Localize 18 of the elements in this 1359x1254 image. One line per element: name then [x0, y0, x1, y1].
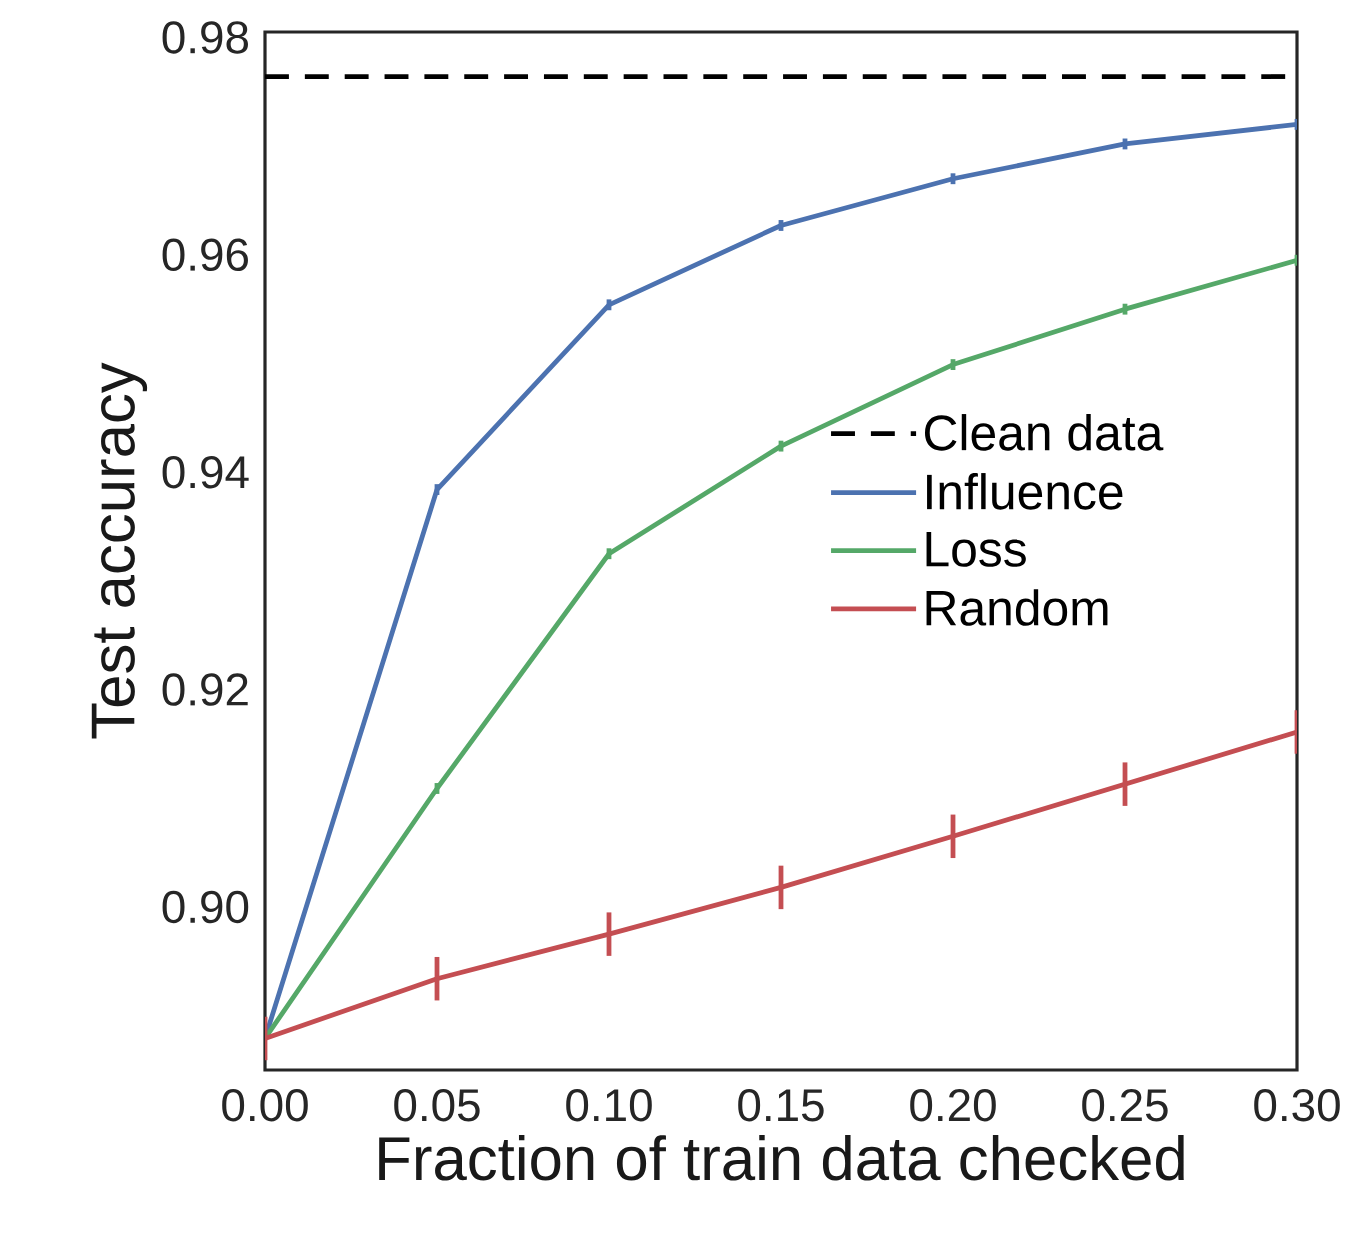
x-tick-label: 0.00 — [222, 1088, 308, 1122]
x-tick-label: 0.20 — [910, 1088, 996, 1122]
legend-label: Influence — [927, 473, 1123, 510]
x-tick-label: 0.30 — [1254, 1088, 1340, 1122]
y-tick-label: 0.90 — [162, 890, 249, 924]
y-tick-label: 0.94 — [162, 455, 249, 489]
x-tick-label: 0.15 — [738, 1088, 824, 1122]
x-tick-label: 0.05 — [394, 1088, 480, 1122]
y-tick-label: 0.92 — [162, 673, 248, 706]
y-tick-label: 0.96 — [162, 238, 248, 272]
legend-label: Loss — [926, 532, 1026, 567]
x-tick-label: 0.10 — [566, 1088, 652, 1122]
legend-label: Random — [926, 589, 1108, 626]
x-axis-title: Fraction of train data checked — [379, 1135, 1184, 1181]
x-tick-label: 0.25 — [1082, 1088, 1168, 1122]
legend-label: Clean data — [924, 414, 1164, 451]
y-tick-label: 0.98 — [162, 21, 248, 54]
y-axis-title: Test accuracy — [91, 362, 148, 739]
